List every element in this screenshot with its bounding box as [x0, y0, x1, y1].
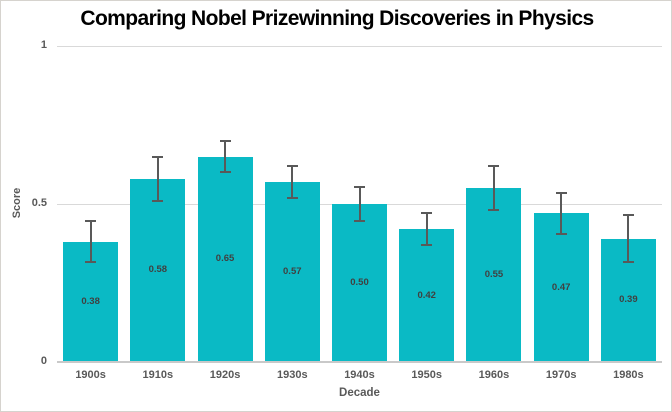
x-tick-label: 1950s: [411, 369, 443, 381]
gridline: [57, 45, 662, 47]
x-axis-line: [57, 361, 662, 363]
bar: [332, 204, 387, 362]
error-bar: [425, 213, 428, 246]
error-bar-cap-top: [354, 185, 365, 188]
error-bar-cap-bottom: [286, 196, 298, 199]
bar-value-label: 0.47: [551, 281, 571, 293]
error-bar-cap-bottom: [354, 220, 365, 223]
bar-value-label: 0.42: [417, 289, 436, 301]
error-bar: [358, 186, 361, 222]
error-bar-cap-bottom: [152, 199, 164, 202]
bar-value-label: 0.65: [215, 253, 235, 265]
x-axis-title: Decade: [339, 387, 380, 399]
error-bar-cap-top: [152, 155, 164, 158]
x-tick-label: 1940s: [344, 369, 375, 381]
y-tick-label: 1: [40, 39, 47, 51]
error-bar: [156, 156, 159, 201]
x-tick-label: 1910s: [142, 369, 174, 381]
x-tick-label: 1980s: [613, 369, 644, 381]
error-bar-cap-top: [85, 220, 97, 223]
y-tick-label: 0.5: [31, 197, 47, 209]
bar: [533, 213, 589, 362]
bar-value-label: 0.57: [283, 265, 302, 277]
x-tick-label: 1970s: [545, 369, 577, 381]
error-bar-cap-bottom: [488, 209, 500, 212]
error-bar-cap-top: [421, 212, 433, 215]
x-tick-label: 1900s: [75, 369, 106, 381]
error-bar: [89, 221, 92, 263]
error-bar-cap-top: [622, 214, 634, 217]
x-tick-label: 1930s: [276, 369, 308, 381]
bar-value-label: 0.58: [148, 264, 168, 276]
error-bar-cap-top: [555, 191, 567, 194]
error-bar: [560, 192, 563, 235]
error-bar-cap-top: [286, 165, 298, 168]
error-bar-cap-top: [219, 139, 231, 142]
bar: [399, 229, 455, 362]
bar-value-label: 0.38: [81, 295, 100, 307]
error-bar: [627, 215, 630, 263]
error-bar: [492, 166, 495, 211]
error-bar: [224, 140, 227, 173]
error-bar-cap-bottom: [219, 171, 231, 174]
error-bar: [291, 166, 294, 198]
bar: [130, 178, 186, 362]
bar-value-label: 0.39: [619, 294, 638, 306]
error-bar-cap-bottom: [622, 261, 634, 264]
error-bar-cap-top: [488, 165, 500, 168]
y-tick-label: 0: [40, 355, 47, 367]
error-bar-cap-bottom: [421, 244, 433, 247]
x-tick-label: 1960s: [478, 369, 510, 381]
bar: [466, 188, 522, 362]
bar-value-label: 0.50: [350, 277, 369, 288]
error-bar-cap-bottom: [85, 261, 97, 264]
error-bar-cap-bottom: [555, 233, 567, 236]
x-tick-label: 1920s: [209, 369, 241, 381]
bar-value-label: 0.55: [484, 269, 504, 281]
bar: [197, 156, 253, 362]
bar: [264, 181, 320, 362]
chart-title: Comparing Nobel Prizewinning Discoveries…: [80, 7, 594, 30]
